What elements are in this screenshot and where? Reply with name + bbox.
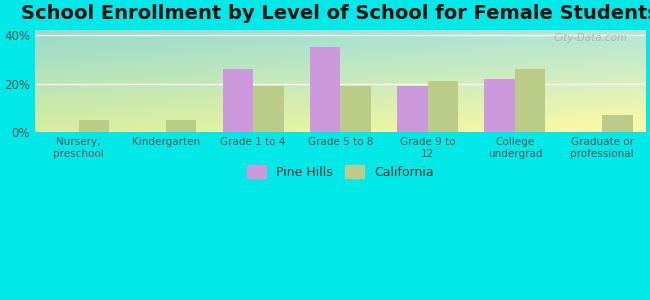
Bar [484, 79, 515, 132]
Bar [310, 47, 341, 132]
Bar [515, 69, 545, 132]
Bar [341, 86, 371, 132]
Bar [223, 69, 253, 132]
Title: School Enrollment by Level of School for Female Students: School Enrollment by Level of School for… [21, 4, 650, 23]
Bar [253, 86, 283, 132]
Bar [79, 120, 109, 132]
Bar [166, 120, 196, 132]
Text: City-Data.com: City-Data.com [553, 33, 627, 43]
Bar [428, 81, 458, 132]
Bar [602, 115, 632, 132]
Bar [397, 86, 428, 132]
Legend: Pine Hills, California: Pine Hills, California [241, 159, 440, 185]
